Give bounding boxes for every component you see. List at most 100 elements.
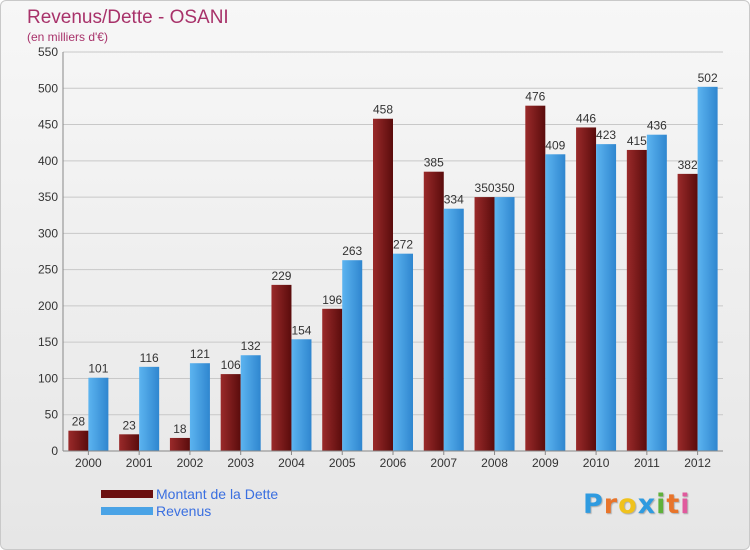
legend-label-dette: Montant de la Dette (156, 486, 279, 502)
bar-revenus-2011 (646, 134, 667, 451)
data-label: 502 (698, 71, 718, 85)
data-label: 23 (122, 418, 136, 432)
data-label: 28 (72, 415, 86, 429)
data-label: 272 (393, 238, 413, 252)
y-tick-label: 350 (38, 190, 58, 204)
bar-dette-2003 (220, 374, 241, 451)
chart-title: Revenus/Dette - OSANI (27, 7, 229, 28)
bar-dette-2006 (373, 118, 393, 451)
logo-letter: t (666, 489, 681, 520)
y-tick-label: 100 (38, 371, 58, 385)
bar-revenus-2003 (240, 355, 261, 451)
logo-letter: x (637, 489, 657, 520)
x-tick-label: 2012 (684, 456, 711, 470)
data-label: 154 (291, 323, 311, 337)
data-label: 18 (173, 422, 187, 436)
y-tick-label: 550 (38, 45, 58, 59)
bar-revenus-2008 (494, 197, 515, 451)
data-label: 476 (525, 90, 545, 104)
data-label: 350 (475, 181, 495, 195)
legend-swatch-dette (101, 490, 153, 498)
x-tick-label: 2004 (278, 456, 305, 470)
bar-revenus-2002 (189, 363, 210, 451)
bar-dette-2011 (626, 149, 647, 451)
y-tick-label: 500 (38, 81, 58, 95)
bar-dette-2000 (68, 430, 89, 451)
bar-dette-2005 (322, 308, 343, 451)
data-label: 101 (88, 362, 108, 376)
data-label: 334 (444, 193, 464, 207)
bar-dette-2002 (169, 437, 190, 451)
bar-dette-2008 (474, 197, 495, 451)
logo-letter: o (618, 489, 638, 520)
bar-revenus-2005 (342, 260, 363, 451)
y-tick-label: 0 (51, 444, 58, 458)
bars (68, 86, 718, 452)
x-tick-label: 2010 (583, 456, 610, 470)
data-label: 423 (596, 128, 616, 142)
bar-revenus-2009 (545, 154, 566, 451)
x-tick-label: 2009 (532, 456, 559, 470)
bar-revenus-2001 (139, 366, 160, 451)
x-tick-label: 2001 (126, 456, 153, 470)
bar-dette-2010 (576, 127, 597, 452)
logo-letter: i (680, 489, 691, 520)
data-label: 132 (241, 339, 261, 353)
x-tick-label: 2005 (329, 456, 356, 470)
x-tick-label: 2006 (380, 456, 407, 470)
logo-letter: r (603, 489, 619, 520)
chart-subtitle: (en milliers d'€) (27, 30, 108, 44)
data-label: 121 (190, 347, 210, 361)
data-label: 263 (342, 244, 362, 258)
data-label: 382 (678, 158, 698, 172)
logo-letter: P (583, 489, 604, 520)
data-label: 415 (627, 134, 647, 148)
legend-item-revenus: Revenus (101, 503, 361, 520)
y-tick-label: 400 (38, 154, 58, 168)
x-tick-label: 2000 (75, 456, 102, 470)
bar-dette-2007 (423, 171, 444, 451)
bar-revenus-2010 (596, 144, 617, 451)
x-tick-label: 2007 (430, 456, 457, 470)
bar-dette-2001 (119, 434, 140, 451)
bar-revenus-2007 (443, 208, 464, 451)
y-tick-label: 50 (45, 408, 59, 422)
x-tick-label: 2011 (634, 456, 660, 470)
y-tick-label: 250 (38, 263, 58, 277)
bar-revenus-2004 (291, 339, 312, 451)
y-axis-ticks: 0 50 100 150 200 250 300 350 400 450 500 550 (38, 45, 58, 458)
x-tick-label: 2008 (481, 456, 508, 470)
legend-swatch-revenus (101, 507, 153, 515)
data-label: 350 (495, 181, 515, 195)
data-label: 458 (373, 103, 393, 117)
x-axis-ticks: 2000 2001 2002 2003 2004 2005 2006 2007 2008 2009… (75, 451, 711, 470)
data-label: 106 (221, 358, 241, 372)
bar-revenus-2000 (88, 377, 109, 451)
bar-dette-2012 (677, 173, 698, 452)
bar-revenus-2012 (697, 86, 718, 452)
x-tick-label: 2002 (177, 456, 204, 470)
y-tick-label: 450 (38, 118, 58, 132)
bar-dette-2004 (271, 284, 292, 451)
bar-revenus-2006 (393, 253, 413, 451)
data-label: 436 (647, 119, 667, 133)
data-label: 196 (322, 293, 342, 307)
y-tick-label: 300 (38, 226, 58, 240)
proxiti-logo: Proxiti (583, 489, 691, 520)
x-tick-label: 2003 (227, 456, 254, 470)
y-tick-label: 200 (38, 299, 58, 313)
legend: Montant de la Dette Revenus (101, 486, 361, 520)
bar-dette-2009 (525, 105, 546, 451)
data-label: 409 (545, 138, 565, 152)
data-label: 116 (140, 351, 159, 365)
y-tick-label: 150 (38, 335, 58, 349)
legend-label-revenus: Revenus (156, 503, 212, 519)
data-label: 229 (271, 269, 291, 283)
data-label: 446 (576, 111, 596, 125)
legend-item-dette: Montant de la Dette (101, 486, 361, 503)
logo-letter: i (656, 489, 667, 520)
data-label: 385 (424, 156, 444, 170)
